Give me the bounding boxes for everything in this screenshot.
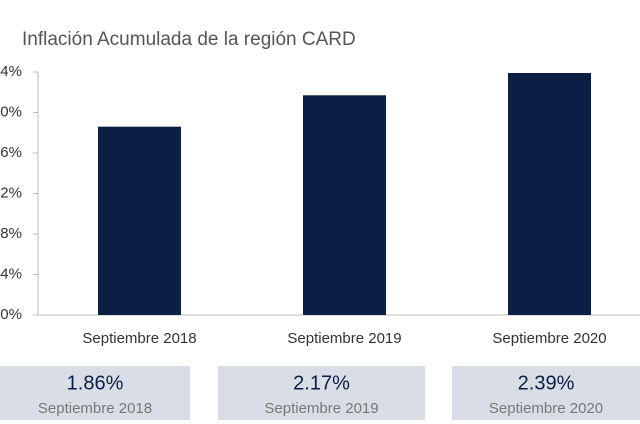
value-label: 1.86% [67,372,124,394]
y-tick-label: 1.2% [0,184,22,201]
y-tick-label: 0.8% [0,225,22,242]
value-label: 2.17% [293,372,350,394]
y-tick-label: 1.6% [0,144,22,161]
x-tick-label: Septiembre 2018 [82,330,196,347]
bar [508,73,591,315]
x-tick-label: Septiembre 2020 [492,330,606,347]
y-tick-label: 0.0% [0,306,22,323]
summary-box [218,366,425,420]
x-tick-label: Septiembre 2019 [287,330,401,347]
summary-category: Septiembre 2018 [38,400,152,417]
summary-box [452,366,640,420]
summary-category: Septiembre 2020 [489,400,603,417]
bar [303,95,386,315]
value-label: 2.39% [518,372,575,394]
y-tick-label: 2.4% [0,63,22,80]
y-tick-label: 0.4% [0,265,22,282]
summary-box [0,366,190,420]
summary-category: Septiembre 2019 [264,400,378,417]
bar [98,126,181,315]
chart-title: Inflación Acumulada de la región CARD [22,29,356,50]
y-tick-label: 2.0% [0,103,22,120]
